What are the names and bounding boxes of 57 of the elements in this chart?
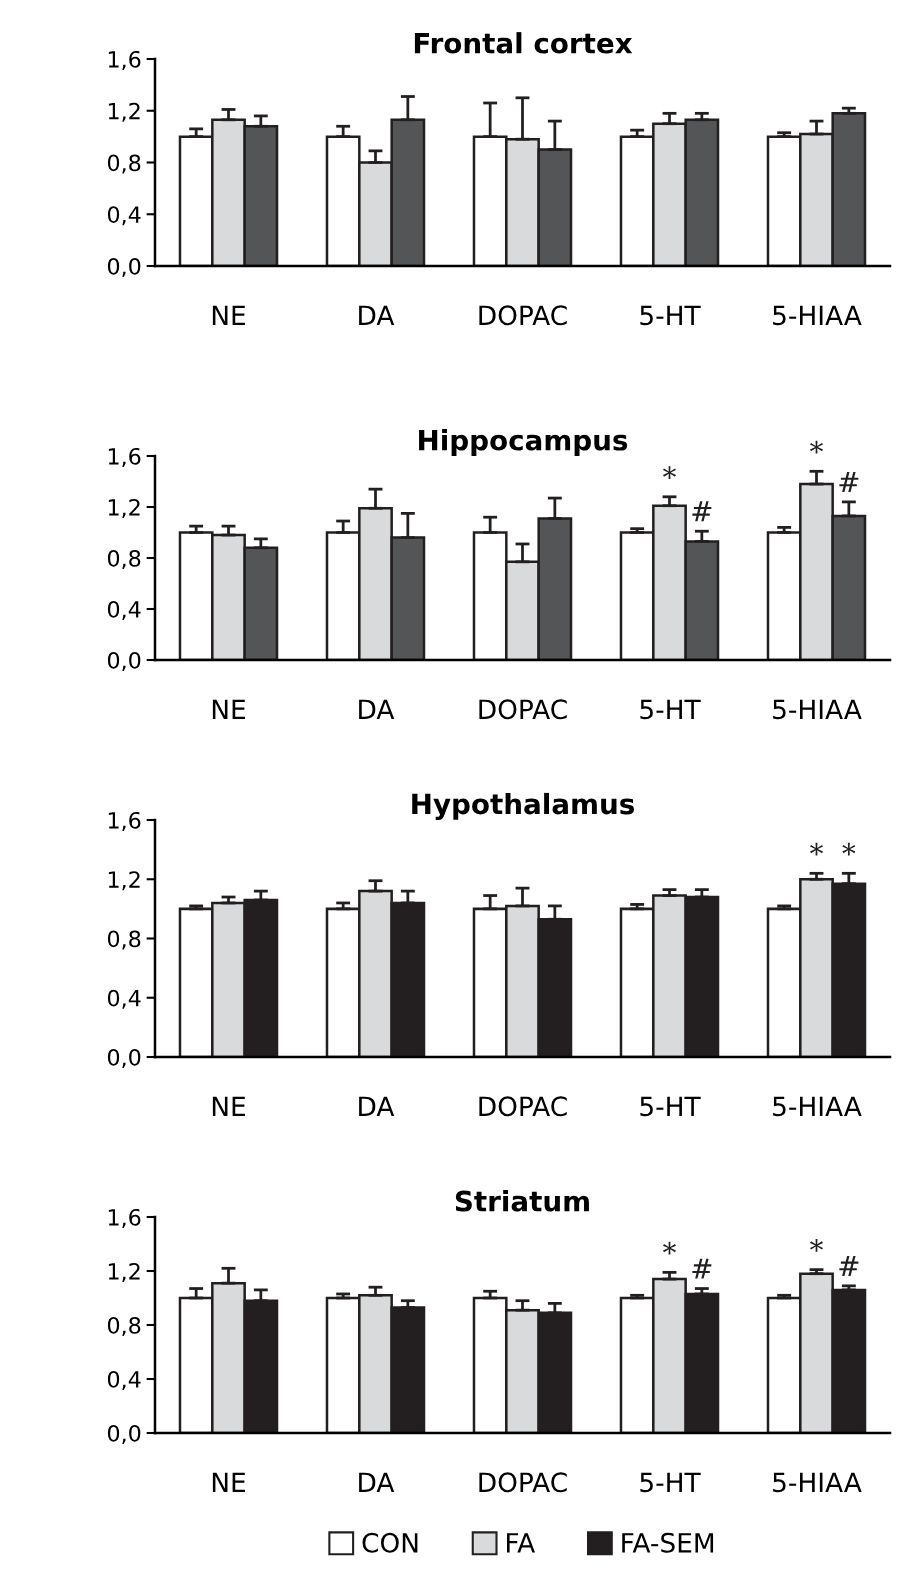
x-tick-label: 5-HIAA — [773, 699, 862, 720]
annotation: # — [692, 1258, 712, 1279]
annotation: * — [663, 466, 676, 479]
x-tick-label: DOPAC — [479, 699, 567, 720]
legend-label: CON — [362, 1532, 418, 1553]
chart-title: Hippocampus — [419, 429, 628, 456]
x-tick-label: 5-HT — [640, 305, 701, 326]
x-tick-label: DOPAC — [479, 305, 567, 326]
x-tick-label: DOPAC — [479, 1472, 567, 1493]
x-tick-label: NE — [212, 699, 246, 719]
y-tick-label: 1,2 — [108, 102, 140, 122]
y-tick-label: 1,6 — [108, 1208, 141, 1229]
y-tick-label: 1,6 — [108, 811, 141, 832]
x-tick-label: 5-HIAA — [773, 1472, 862, 1493]
y-tick-label: 0,0 — [107, 1424, 141, 1445]
x-tick-label: 5-HT — [640, 1096, 701, 1117]
x-tick-label: NE — [212, 305, 246, 325]
y-tick-label: 0,8 — [107, 549, 141, 570]
x-tick-label: NE — [212, 1096, 246, 1116]
annotation: * — [810, 1239, 823, 1252]
annotation: * — [663, 1241, 676, 1255]
x-tick-label: DA — [359, 699, 395, 719]
y-tick-label: 0,8 — [107, 930, 141, 950]
y-tick-label: 1,2 — [108, 871, 140, 891]
y-tick-label: 0,4 — [107, 989, 141, 1009]
x-tick-label: DA — [359, 1096, 395, 1116]
y-tick-label: 1,6 — [108, 447, 141, 468]
y-tick-label: 0,8 — [107, 1316, 141, 1337]
y-tick-label: 1,2 — [108, 1262, 140, 1283]
x-tick-label: DA — [359, 1472, 395, 1492]
y-tick-label: 0,4 — [107, 600, 141, 621]
x-tick-label: 5-HT — [640, 699, 701, 720]
y-tick-label: 0,0 — [107, 1048, 141, 1069]
annotation: # — [839, 1255, 859, 1276]
chart-title: Hypothalamus — [412, 792, 634, 820]
annotation: * — [810, 440, 823, 454]
x-tick-label: DOPAC — [479, 1096, 567, 1117]
x-tick-label: DA — [359, 305, 395, 325]
y-tick-label: 0,4 — [107, 206, 141, 226]
chart-title: Frontal cortex — [414, 32, 633, 54]
y-tick-label: 1,2 — [108, 498, 140, 519]
y-tick-label: 0,0 — [107, 257, 141, 278]
x-tick-label: NE — [212, 1472, 246, 1492]
x-tick-label: 5-HT — [640, 1472, 701, 1493]
y-tick-label: 0,0 — [107, 651, 141, 672]
y-tick-label: 0,4 — [107, 1370, 141, 1391]
annotation: # — [692, 501, 712, 522]
x-tick-label: 5-HIAA — [773, 305, 862, 326]
annotation: * — [810, 842, 823, 856]
annotation: # — [839, 472, 859, 492]
legend-label: FA-SEM — [622, 1532, 714, 1553]
legend-label: FA — [507, 1533, 536, 1553]
x-tick-label: 5-HIAA — [773, 1096, 862, 1117]
annotation: * — [842, 842, 856, 856]
y-tick-label: 0,8 — [107, 154, 141, 174]
chart-title: Striatum — [455, 1190, 589, 1212]
y-tick-label: 1,6 — [108, 50, 141, 71]
